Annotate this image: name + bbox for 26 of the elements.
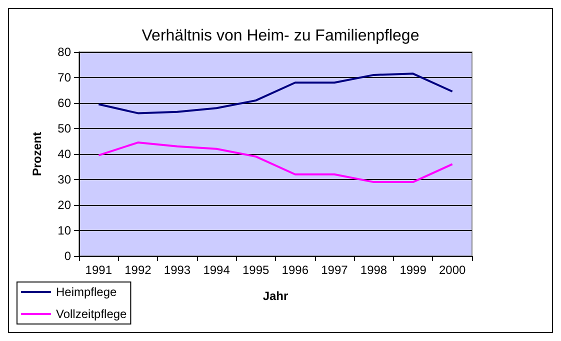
x-tick-label: 1992 <box>124 263 152 277</box>
y-tick-label: 10 <box>58 224 72 238</box>
y-tick-label: 40 <box>58 147 72 161</box>
chart-title: Verhältnis von Heim- zu Familienpflege <box>142 28 420 44</box>
y-tick-label: 0 <box>64 249 72 263</box>
legend-label: Heimpflege <box>56 285 118 299</box>
y-tick-label: 50 <box>58 122 72 136</box>
x-tick-label: 1996 <box>282 263 309 277</box>
x-tick-label: 1999 <box>400 263 427 277</box>
y-tick-label: 80 <box>58 45 72 59</box>
x-tick-label: 1991 <box>85 263 112 277</box>
y-tick-label: 30 <box>58 172 72 186</box>
line-series <box>98 72 454 114</box>
x-tick-label: 2000 <box>439 263 466 277</box>
y-tick-label: 70 <box>58 70 72 84</box>
x-tick-label: 1995 <box>242 263 270 277</box>
x-axis-title: Jahr <box>262 289 288 303</box>
x-tick-label: 1998 <box>360 263 388 277</box>
legend-label: Vollzeitpflege <box>56 307 128 321</box>
x-tick-label: 1993 <box>164 263 191 277</box>
y-tick-label: 60 <box>58 96 72 110</box>
line-series <box>98 142 454 184</box>
x-tick-label: 1997 <box>321 263 348 277</box>
x-tick-label: 1994 <box>203 263 230 277</box>
y-tick-label: 20 <box>58 198 72 212</box>
y-axis-title: Prozent <box>30 132 44 176</box>
